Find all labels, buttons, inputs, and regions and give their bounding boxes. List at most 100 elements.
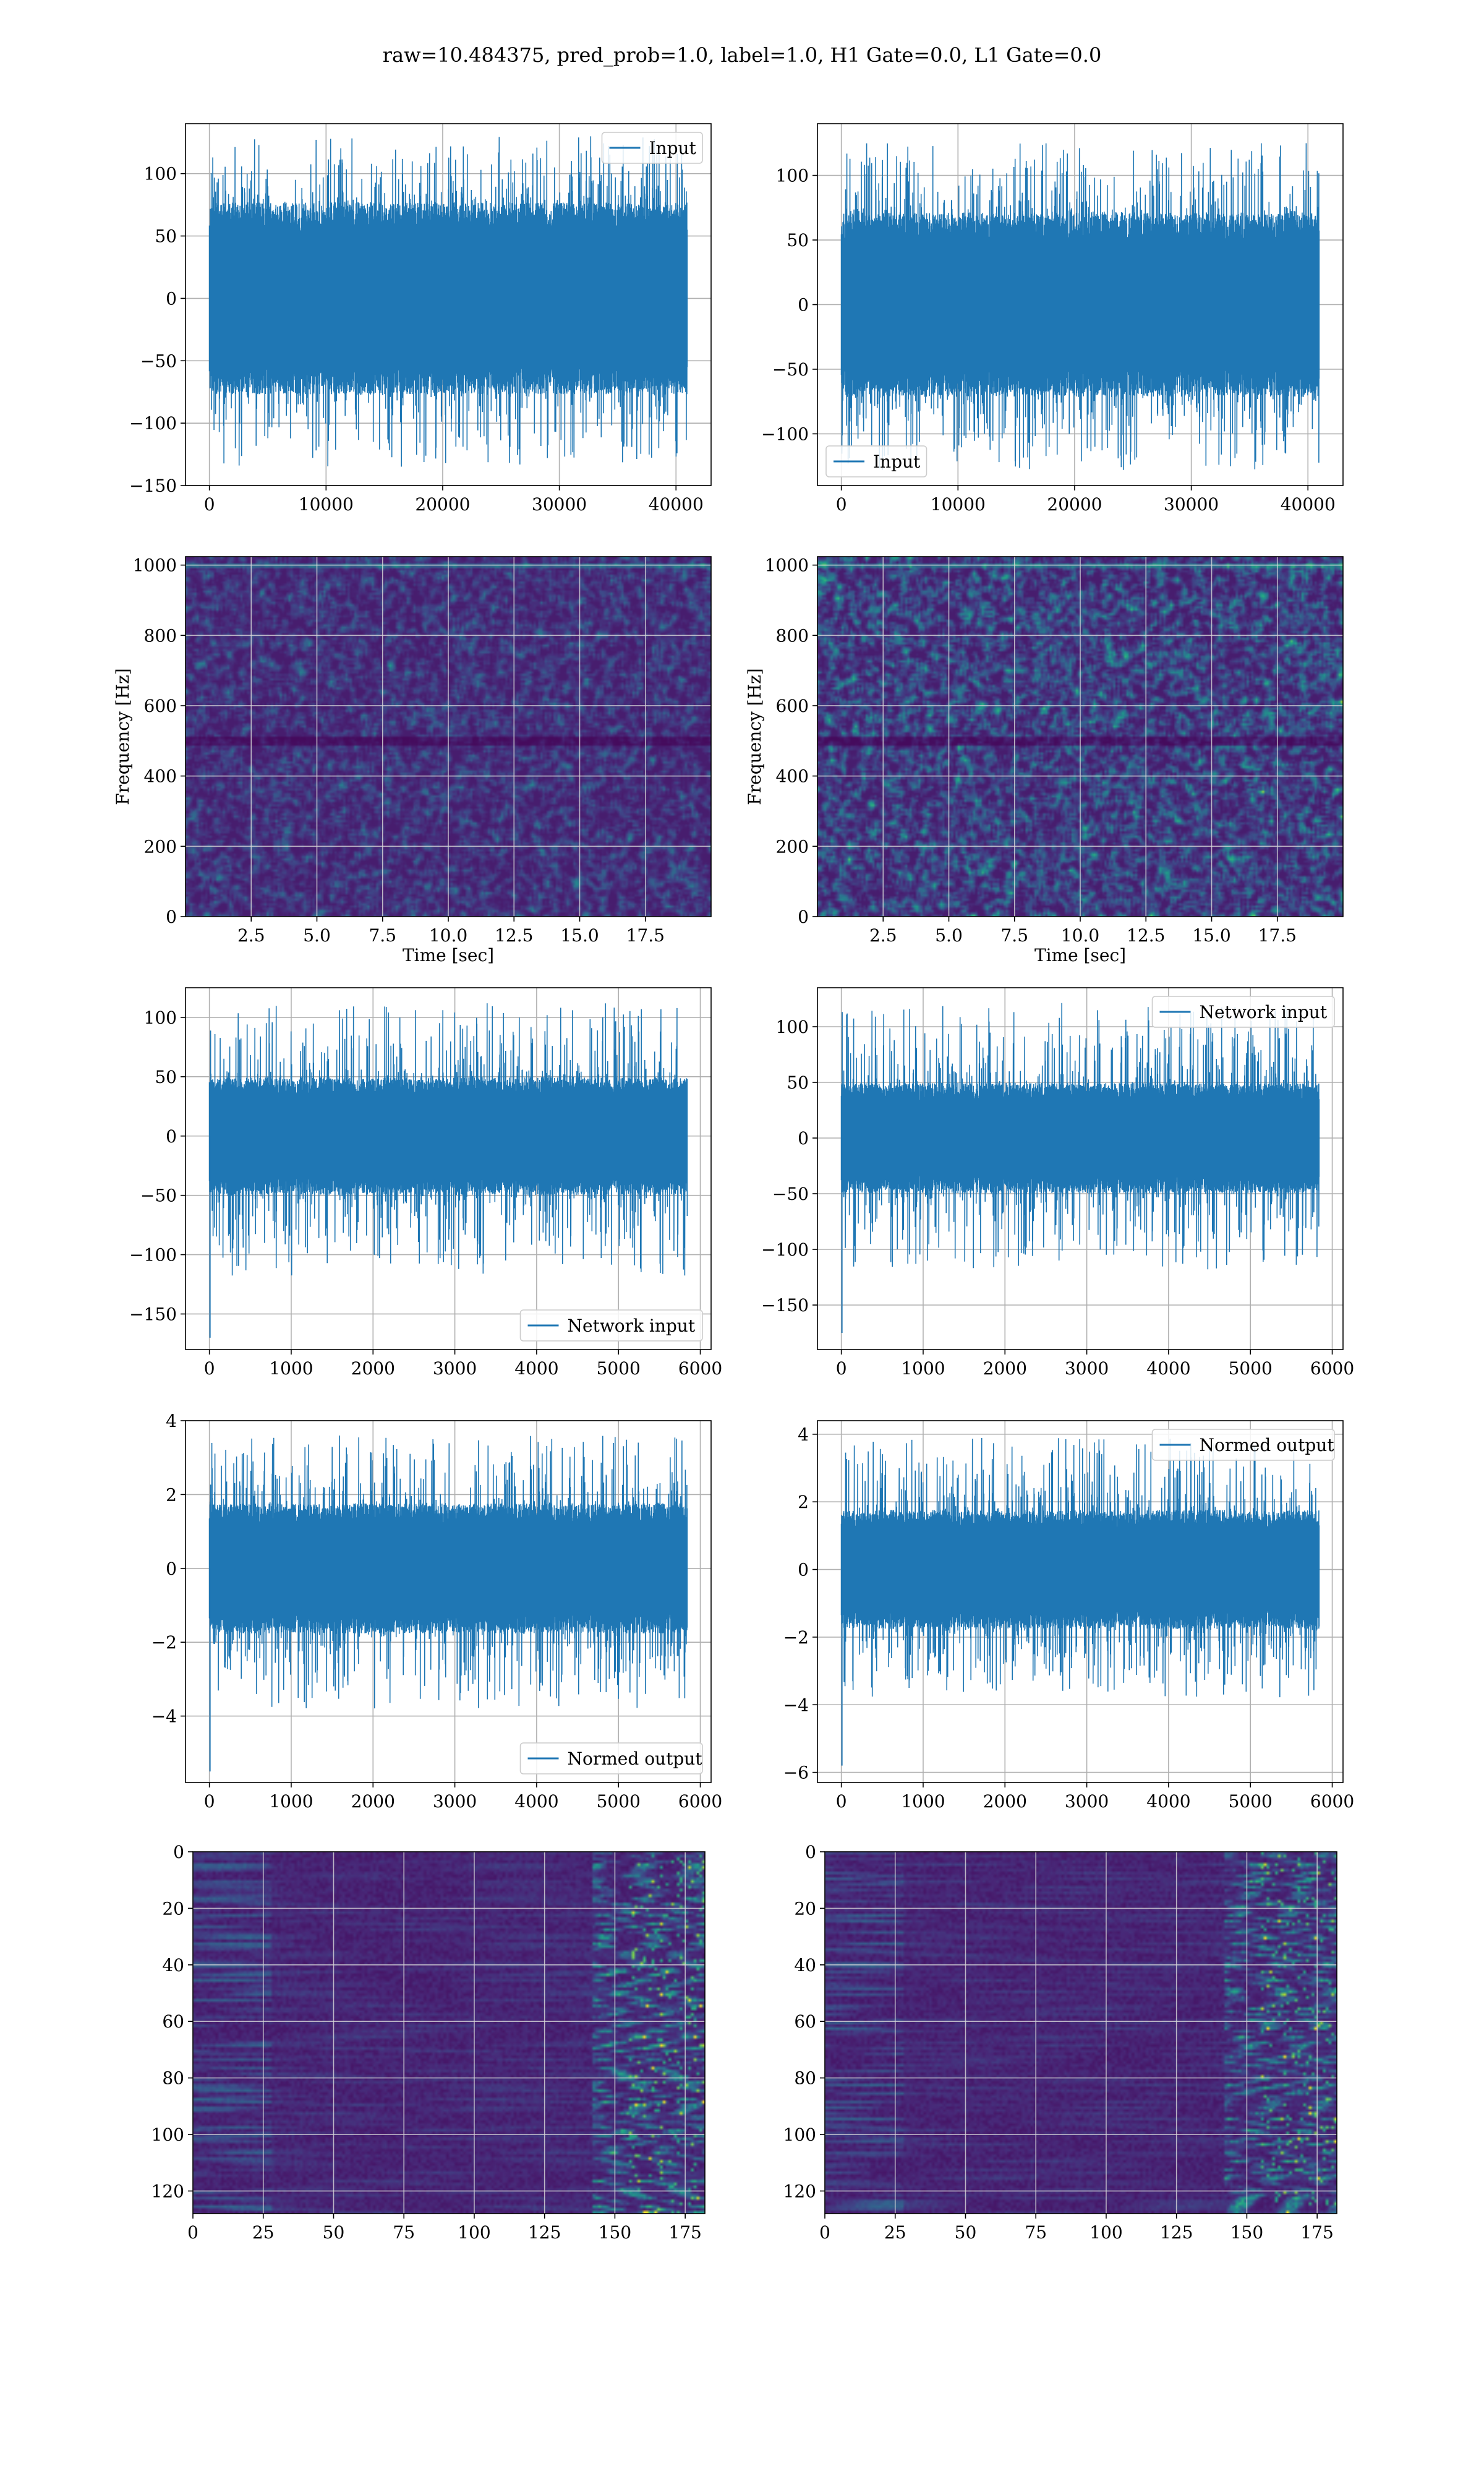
legend: Normed output: [519, 1742, 703, 1774]
x-tick-label: 5000: [1229, 1358, 1273, 1379]
subplot-p2: 0 10000 20000 30000 40000 100 50 0 −50 −100 Input: [761, 123, 1344, 515]
x-tick-label: 0: [204, 494, 215, 515]
y-tick-label: 0: [798, 1128, 809, 1149]
axes-frame: [185, 1420, 712, 1783]
legend-label: Input: [649, 138, 697, 158]
x-tick-label: 5000: [597, 1358, 641, 1379]
y-tick-label: 0: [173, 1842, 184, 1862]
y-tick-label: 600: [144, 696, 177, 716]
y-tick-label: −4: [151, 1706, 177, 1727]
axes-frame: [192, 1851, 706, 2214]
y-tick-label: 0: [166, 1559, 177, 1579]
y-tick-label: 20: [794, 1898, 816, 1919]
legend: Network input: [519, 1309, 703, 1342]
legend: Network input: [1151, 996, 1335, 1028]
y-tick-label: −2: [783, 1627, 809, 1648]
y-axis-label: Frequency [Hz]: [744, 668, 765, 805]
y-tick-label: 50: [155, 226, 177, 247]
x-tick-label: 5.0: [303, 925, 331, 946]
x-tick-label: 7.5: [1000, 925, 1028, 946]
y-tick-label: −150: [129, 476, 177, 496]
x-tick-label: 1000: [269, 1358, 313, 1379]
x-tick-label: 10.0: [429, 925, 467, 946]
figure-title: raw=10.484375, pred_prob=1.0, label=1.0,…: [383, 43, 1102, 67]
y-tick-label: 100: [776, 166, 809, 186]
subplot-p3: 2.5 5.0 7.5 10.0 12.5 15.0 17.5 0 200 400 600 800 10…: [113, 555, 712, 965]
x-tick-label: 4000: [1146, 1358, 1190, 1379]
x-tick-label: 125: [1160, 2222, 1193, 2243]
x-tick-label: 50: [955, 2222, 977, 2243]
x-tick-label: 0: [204, 1791, 215, 1812]
subplot-p4: 2.5 5.0 7.5 10.0 12.5 15.0 17.5 0 200 400 600 800 10…: [744, 555, 1344, 965]
legend-box: [519, 1742, 703, 1774]
x-tick-label: 1000: [901, 1358, 945, 1379]
y-tick-label: 120: [783, 2181, 816, 2201]
x-tick-label: 2.5: [869, 925, 897, 946]
x-tick-label: 25: [884, 2222, 906, 2243]
series-line: [840, 1003, 1320, 1270]
series-line: [208, 136, 688, 467]
y-tick-label: 800: [776, 625, 809, 646]
y-tick-label: 100: [144, 164, 177, 184]
x-tick-label: 3000: [1065, 1791, 1109, 1812]
x-tick-label: 2000: [983, 1358, 1027, 1379]
series-line: [208, 1003, 688, 1276]
y-tick-label: −150: [129, 1304, 177, 1324]
x-tick-label: 3000: [1065, 1358, 1109, 1379]
y-tick-label: 0: [798, 295, 809, 315]
y-tick-label: −50: [772, 359, 809, 380]
x-tick-label: 1000: [901, 1791, 945, 1812]
y-tick-label: 0: [798, 907, 809, 927]
legend-label: Normed output: [568, 1748, 703, 1769]
y-tick-label: 0: [166, 907, 177, 927]
y-tick-label: 400: [144, 766, 177, 787]
axes-frame: [817, 1420, 1344, 1783]
series-line: [208, 1435, 688, 1709]
y-axis-label: Frequency [Hz]: [113, 668, 133, 805]
x-tick-label: 10000: [299, 494, 354, 515]
x-axis-label: Time [sec]: [1034, 945, 1126, 965]
x-tick-label: 2.5: [237, 925, 265, 946]
subplots: 0 10000 20000 30000 40000100500−50−100−150In…: [113, 123, 1354, 2243]
x-tick-label: 6000: [1310, 1358, 1354, 1379]
x-tick-label: 175: [668, 2222, 701, 2243]
legend-box: [1151, 996, 1335, 1028]
y-tick-label: 4: [166, 1411, 177, 1431]
legend-box: [825, 445, 927, 477]
x-tick-label: 6000: [1310, 1791, 1354, 1812]
subplot-p10: 0 25 50 75 100 125 150 175 0 20 40 60 80 100 120: [783, 1842, 1337, 2243]
y-tick-label: 2: [798, 1492, 809, 1512]
legend-box: [1151, 1429, 1335, 1461]
subplot-p7: 0 1000 2000 3000 4000 5000 6000 4 2 0 −2 −4 Normed o…: [151, 1411, 722, 1812]
x-tick-label: 0: [836, 494, 847, 515]
x-tick-label: 5000: [597, 1791, 641, 1812]
y-tick-label: 60: [794, 2011, 816, 2032]
y-tick-label: 0: [798, 1560, 809, 1580]
heatmap-image: [825, 1852, 1337, 2214]
x-tick-label: 30000: [1164, 494, 1219, 515]
x-tick-label: 100: [1090, 2222, 1122, 2243]
y-tick-label: 50: [155, 1067, 177, 1087]
y-tick-label: 20: [162, 1898, 184, 1919]
x-tick-label: 6000: [678, 1791, 722, 1812]
legend-label: Network input: [1200, 1002, 1328, 1022]
x-tick-label: 0: [187, 2222, 198, 2243]
y-tick-label: −50: [772, 1184, 809, 1204]
x-tick-label: 3000: [433, 1358, 477, 1379]
x-tick-label: 17.5: [1258, 925, 1297, 946]
y-tick-label: −100: [129, 1245, 177, 1265]
y-tick-label: 200: [144, 836, 177, 857]
x-tick-label: 0: [836, 1358, 847, 1379]
x-tick-label: 30000: [532, 494, 587, 515]
axes-frame: [824, 1851, 1337, 2214]
x-tick-label: 6000: [678, 1358, 722, 1379]
y-tick-label: 100: [783, 2125, 816, 2145]
y-tick-label: 120: [151, 2181, 184, 2201]
legend-label: Network input: [568, 1316, 696, 1336]
subplot-p9: 0 25 50 75 100 125 150 175 0 20 40 60 80 100 120: [151, 1842, 706, 2243]
subplot-p5: 0 1000 2000 3000 4000 5000 6000 100 50 0 −50 −100 −1…: [129, 987, 722, 1379]
x-tick-label: 12.5: [495, 925, 533, 946]
y-tick-label: 100: [151, 2125, 184, 2145]
y-tick-label: 50: [787, 1072, 809, 1093]
